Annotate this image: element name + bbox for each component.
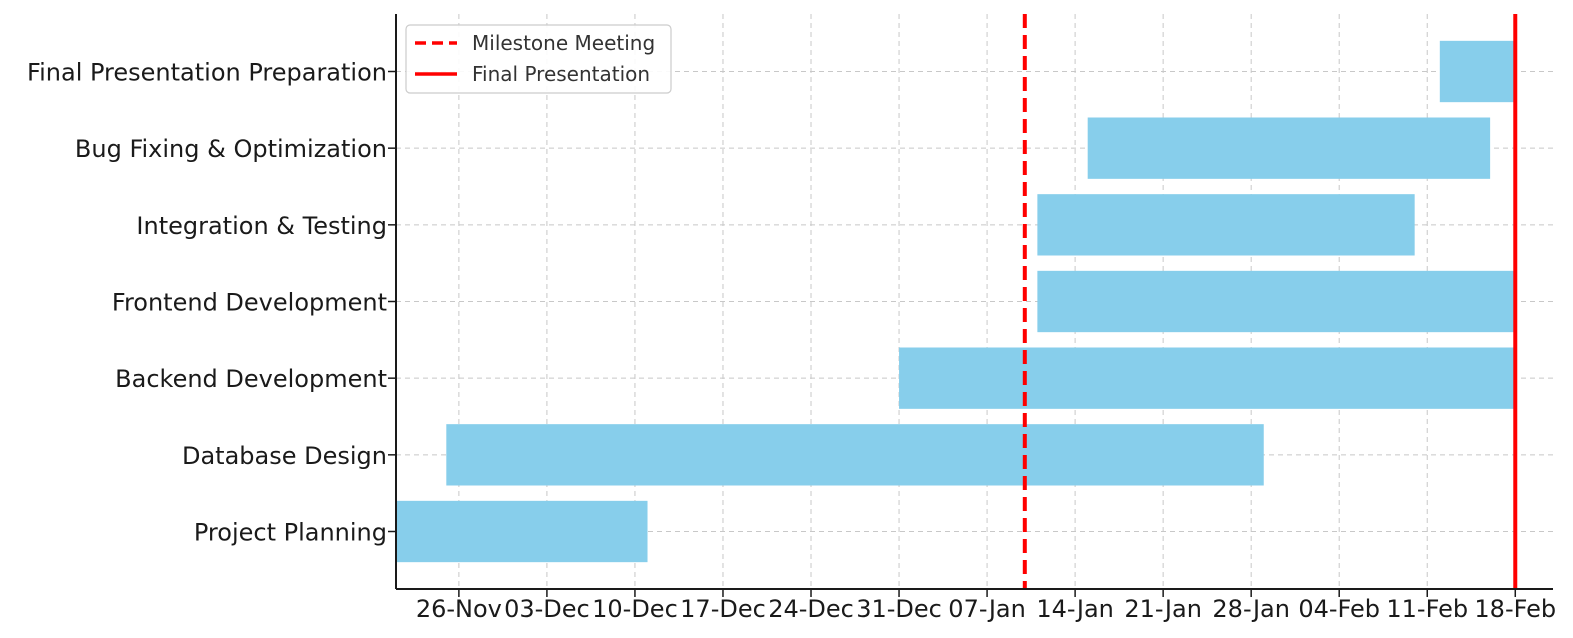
x-tick-label: 17-Dec xyxy=(680,595,766,623)
task-label: Frontend Development xyxy=(112,289,387,317)
task-bar xyxy=(899,347,1516,409)
x-tick-label: 18-Feb xyxy=(1474,595,1556,623)
x-tick-label: 03-Dec xyxy=(504,595,590,623)
legend-box xyxy=(405,24,672,94)
task-label: Bug Fixing & Optimization xyxy=(75,135,387,163)
task-label: Final Presentation Preparation xyxy=(27,59,387,87)
x-tick-label: 21-Jan xyxy=(1124,595,1202,623)
milestone-lines xyxy=(1022,14,1518,589)
task-label: Project Planning xyxy=(194,519,387,547)
x-tick-label: 11-Feb xyxy=(1386,595,1468,623)
x-tick-label: 24-Dec xyxy=(768,595,854,623)
task-bars xyxy=(396,40,1516,563)
task-bar xyxy=(1439,40,1516,103)
x-tick-label: 10-Dec xyxy=(592,595,678,623)
legend-label: Milestone Meeting xyxy=(472,31,655,55)
task-bar xyxy=(1037,194,1415,256)
x-tick-label: 31-Dec xyxy=(856,595,942,623)
x-tick-label: 14-Jan xyxy=(1036,595,1114,623)
task-label: Integration & Testing xyxy=(136,212,387,240)
task-label: Backend Development xyxy=(115,365,387,393)
x-tick-label: 28-Jan xyxy=(1212,595,1290,623)
x-tick-label: 04-Feb xyxy=(1298,595,1380,623)
task-bar xyxy=(446,424,1264,486)
legend-label: Final Presentation xyxy=(472,62,650,86)
legend: Milestone Meeting Final Presentation xyxy=(405,24,672,94)
x-tick-label: 26-Nov xyxy=(416,595,502,623)
task-bar xyxy=(1037,270,1516,333)
axis-labels: 26-Nov 03-Dec 10-Dec 17-Dec 24-Dec 31-Dec 07-J… xyxy=(27,59,1556,624)
task-bar xyxy=(396,500,648,563)
x-tick-label: 07-Jan xyxy=(948,595,1026,623)
axes xyxy=(388,14,1553,597)
task-bar xyxy=(1087,117,1491,179)
task-label: Database Design xyxy=(182,442,387,470)
